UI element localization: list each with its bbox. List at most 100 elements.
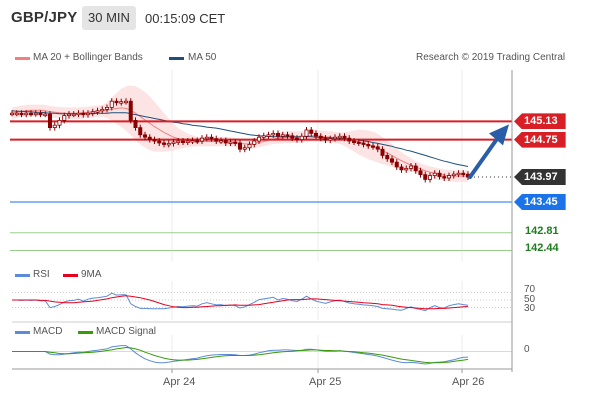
macd-signal-legend-label: MACD Signal xyxy=(96,326,157,337)
time-label: 00:15:09 CET xyxy=(145,11,226,26)
candle-body-3 xyxy=(24,112,29,116)
candle-body-9 xyxy=(52,124,57,128)
candle-body-31 xyxy=(157,140,162,144)
candle-body-58 xyxy=(285,134,290,137)
rsi-legend-label: RSI xyxy=(33,269,50,280)
candle-body-48 xyxy=(237,142,242,150)
macd-signal-legend-swatch xyxy=(78,331,93,334)
bollinger-legend-swatch xyxy=(15,57,30,60)
x-label-apr-24: Apr 24 xyxy=(163,376,196,388)
candle-body-1 xyxy=(14,112,19,116)
candle-body-90 xyxy=(437,172,442,177)
candle-body-93 xyxy=(451,173,456,177)
candle-body-49 xyxy=(242,147,247,150)
bollinger-band-layer xyxy=(12,85,468,182)
ma50-legend-swatch xyxy=(169,57,184,60)
candle-body-24 xyxy=(124,100,129,104)
candle-body-33 xyxy=(166,143,171,146)
candle-body-13 xyxy=(71,113,76,117)
level-label-144-75: 144.75 xyxy=(514,131,566,148)
bollinger-legend-label: MA 20 + Bollinger Bands xyxy=(33,52,143,63)
candle-body-2 xyxy=(19,112,24,116)
candle-body-26 xyxy=(133,120,138,129)
candle-body-87 xyxy=(423,174,428,180)
rsi-layer xyxy=(12,291,512,312)
candle-body-89 xyxy=(432,172,437,176)
candle-body-10 xyxy=(57,120,62,126)
candle-body-23 xyxy=(119,101,124,104)
candle-body-22 xyxy=(114,100,119,104)
candle-body-71 xyxy=(347,137,352,142)
candle-body-28 xyxy=(142,134,147,138)
candle-body-82 xyxy=(399,166,404,171)
candle-body-85 xyxy=(413,165,418,172)
candle-body-17 xyxy=(90,111,95,114)
candle-body-61 xyxy=(299,135,304,141)
candle-body-67 xyxy=(328,138,333,141)
candle-body-41 xyxy=(204,136,209,140)
candle-body-40 xyxy=(199,137,204,142)
forecast-arrow-shaft xyxy=(468,138,498,180)
candle-body-72 xyxy=(351,140,356,143)
candle-body-76 xyxy=(370,145,375,148)
candle-body-62 xyxy=(304,129,309,137)
frame-layer xyxy=(12,70,513,373)
candle-body-44 xyxy=(218,140,223,143)
candle-body-78 xyxy=(380,148,385,156)
candle-body-7 xyxy=(43,113,48,117)
symbol-title: GBP/JPY xyxy=(11,9,78,26)
candle-body-60 xyxy=(294,137,299,141)
candle-body-30 xyxy=(152,139,157,142)
level-label-145-13: 145.13 xyxy=(514,113,566,130)
candle-body-57 xyxy=(280,134,285,137)
candle-body-88 xyxy=(427,175,432,180)
source-credit: Research © 2019 Trading Central xyxy=(416,52,566,63)
macd-signal-line xyxy=(12,346,469,364)
candle-body-81 xyxy=(394,161,399,168)
candle-body-51 xyxy=(252,140,257,145)
candle-body-38 xyxy=(190,140,195,143)
timeframe-badge[interactable]: 30 MIN xyxy=(82,6,136,30)
candle-body-15 xyxy=(81,112,86,116)
candle-body-53 xyxy=(261,135,266,138)
rsi-tick-50: 50 xyxy=(524,294,536,305)
grid-layer xyxy=(171,70,463,368)
level-label-143-45: 143.45 xyxy=(514,194,566,210)
candle-body-36 xyxy=(180,140,185,143)
candle-body-45 xyxy=(223,140,228,144)
candle-body-79 xyxy=(385,155,390,160)
candle-body-14 xyxy=(76,112,81,116)
candle-body-27 xyxy=(138,127,143,136)
candle-body-80 xyxy=(389,158,394,163)
candle-body-5 xyxy=(33,112,38,116)
candle-body-91 xyxy=(442,176,447,179)
macd-line xyxy=(12,345,469,365)
candle-body-8 xyxy=(48,113,53,129)
candle-body-73 xyxy=(356,141,361,144)
candle-body-92 xyxy=(446,175,451,179)
candle-body-6 xyxy=(38,112,43,116)
candle-body-64 xyxy=(313,132,318,137)
candle-body-63 xyxy=(309,129,314,134)
candle-body-0 xyxy=(9,112,14,116)
rsi-ma-legend-swatch xyxy=(63,274,78,277)
candle-body-20 xyxy=(105,107,110,110)
candle-body-83 xyxy=(404,167,409,171)
bollinger-band-area xyxy=(12,85,468,182)
rsi-line xyxy=(12,292,469,312)
candle-body-69 xyxy=(337,135,342,139)
candle-body-55 xyxy=(271,132,276,136)
chart-header: GBP/JPY 30 MIN 00:15:09 CET xyxy=(0,0,590,36)
candle-body-59 xyxy=(290,135,295,139)
candle-body-66 xyxy=(323,137,328,141)
candles-layer xyxy=(9,98,470,183)
candle-body-74 xyxy=(361,142,366,145)
macd-layer xyxy=(12,345,512,365)
candle-body-37 xyxy=(185,140,190,143)
candle-body-86 xyxy=(418,170,423,176)
candle-body-70 xyxy=(342,135,347,139)
candle-body-95 xyxy=(461,172,466,176)
candle-body-39 xyxy=(195,140,200,143)
candle-body-68 xyxy=(332,136,337,140)
